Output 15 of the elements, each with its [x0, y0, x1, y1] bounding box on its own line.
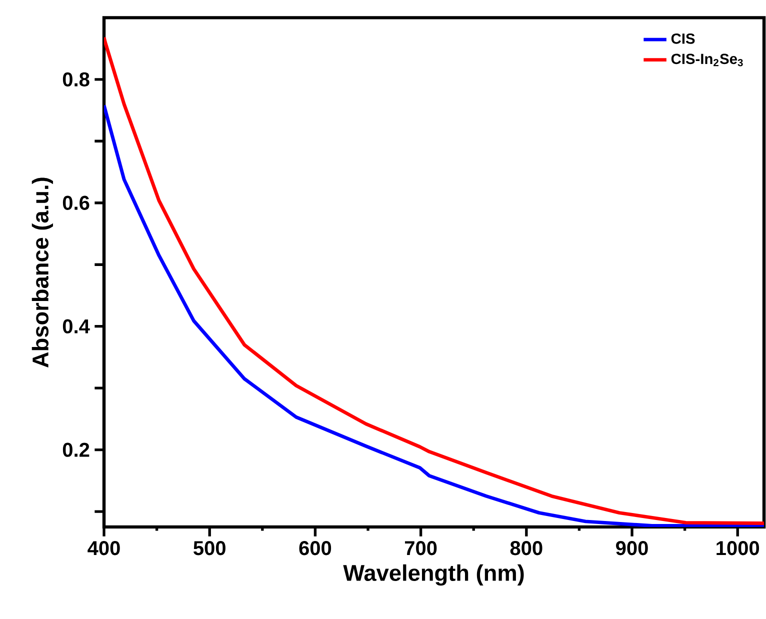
y-tick-label: 0.6	[62, 196, 90, 210]
legend-label: CIS-In$_{2}$Se$_{3}$	[671, 54, 743, 66]
x-tick-label: 900	[616, 541, 648, 556]
x-tick-label: 700	[404, 541, 437, 556]
x-tick-label: 1000	[716, 541, 760, 556]
y-tick-label: 0.4	[62, 319, 90, 334]
x-tick-label: 400	[88, 541, 120, 556]
y-tick-label: 0.2	[62, 442, 90, 457]
legend-label: CIS	[671, 33, 695, 44]
x-axis-title: Wavelength (nm)	[343, 564, 524, 586]
x-tick-label: 800	[510, 541, 542, 556]
y-tick-label: 0.8	[62, 72, 90, 86]
y-axis-title: Absorbance (a.u.)	[32, 178, 54, 368]
x-tick-label: 600	[299, 541, 332, 556]
x-tick-label: 500	[194, 541, 226, 556]
